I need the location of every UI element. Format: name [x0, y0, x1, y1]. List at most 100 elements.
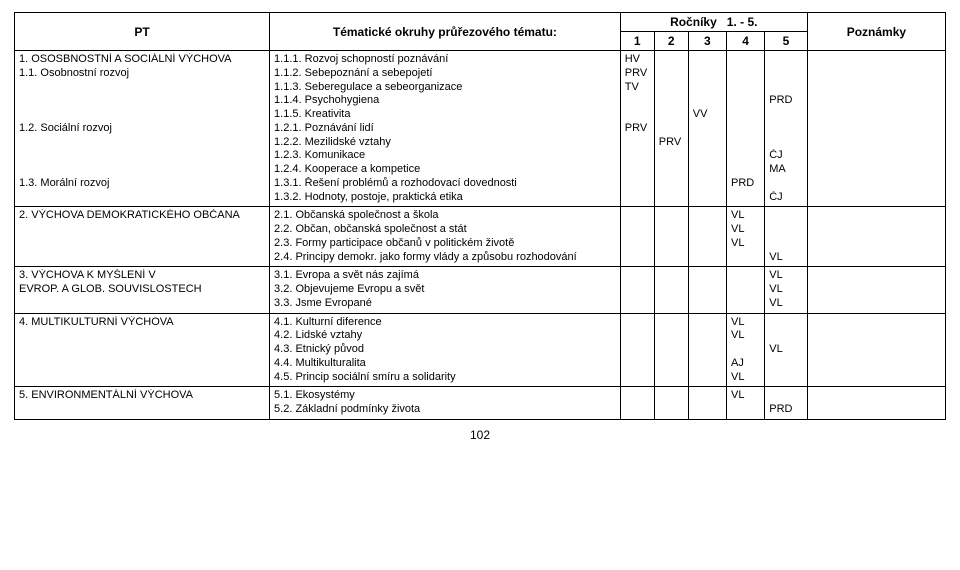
- notes-cell: [807, 313, 945, 387]
- topic-line: 2.2. Občan, občanská společnost a stát: [274, 223, 616, 237]
- header-years-label: Ročníky: [670, 15, 717, 29]
- col4-cell: PRD: [726, 51, 764, 207]
- code: VL: [731, 223, 760, 237]
- pt-line: [19, 163, 265, 177]
- topics-cell: 1.1.1. Rozvoj schopností poznávání 1.1.2…: [270, 51, 621, 207]
- code: VL: [731, 237, 760, 251]
- header-years: Ročníky 1. - 5.: [620, 13, 807, 32]
- col3-cell: [688, 313, 726, 387]
- topic-line: 3.1. Evropa a svět nás zajímá: [274, 269, 616, 283]
- topics-cell: 3.1. Evropa a svět nás zajímá 3.2. Objev…: [270, 267, 621, 313]
- topic-line: 1.1.5. Kreativita: [274, 108, 616, 122]
- topic-line: 1.1.1. Rozvoj schopností poznávání: [274, 53, 616, 67]
- table-row: 5. ENVIRONMENTÁLNÍ VÝCHOVA 5.1. Ekosysté…: [15, 387, 946, 420]
- topic-line: 4.1. Kulturní diference: [274, 316, 616, 330]
- col1-cell: [620, 313, 654, 387]
- code: MA: [769, 163, 803, 177]
- code: VL: [731, 316, 760, 330]
- pt-line: 3. VÝCHOVA K MYŠLENÍ V: [19, 269, 265, 283]
- header-years-range: 1. - 5.: [727, 15, 758, 29]
- col3-cell: [688, 207, 726, 267]
- pt-line: 4. MULTIKULTURNÍ VÝCHOVA: [19, 316, 265, 330]
- header-pt: PT: [15, 13, 270, 51]
- col2-cell: [654, 207, 688, 267]
- code: ČJ: [769, 149, 803, 163]
- pt-line: [19, 94, 265, 108]
- col1-cell: [620, 267, 654, 313]
- pt-line: [19, 81, 265, 95]
- notes-cell: [807, 387, 945, 420]
- code: PRV: [625, 67, 650, 81]
- col4-cell: VL VL VL: [726, 207, 764, 267]
- topic-line: 1.3.1. Řešení problémů a rozhodovací dov…: [274, 177, 616, 191]
- header-year-1: 1: [620, 32, 654, 51]
- pt-line: 1.1. Osobnostní rozvoj: [19, 67, 265, 81]
- col2-cell: [654, 313, 688, 387]
- col4-cell: [726, 267, 764, 313]
- topic-line: 4.3. Etnický původ: [274, 343, 616, 357]
- col3-cell: VV: [688, 51, 726, 207]
- topic-line: 2.1. Občanská společnost a škola: [274, 209, 616, 223]
- topic-line: 3.2. Objevujeme Evropu a svět: [274, 283, 616, 297]
- col1-cell: [620, 387, 654, 420]
- topic-line: 4.5. Princip sociální smíru a solidarity: [274, 371, 616, 385]
- topic-line: 1.3.2. Hodnoty, postoje, praktická etika: [274, 191, 616, 205]
- table-row: 1. OSOSBNOSTNÍ A SOCIÁLNÍ VÝCHOVA 1.1. O…: [15, 51, 946, 207]
- table-row: 3. VÝCHOVA K MYŠLENÍ V EVROP. A GLOB. SO…: [15, 267, 946, 313]
- pt-line: [19, 149, 265, 163]
- code: TV: [625, 81, 650, 95]
- col3-cell: [688, 387, 726, 420]
- pt-line: 1.3. Morální rozvoj: [19, 177, 265, 191]
- pt-cell: 4. MULTIKULTURNÍ VÝCHOVA: [15, 313, 270, 387]
- pt-line: 1. OSOSBNOSTNÍ A SOCIÁLNÍ VÝCHOVA: [19, 53, 265, 67]
- header-year-2: 2: [654, 32, 688, 51]
- code: VL: [731, 209, 760, 223]
- col5-cell: VL: [765, 313, 808, 387]
- code: PRD: [769, 94, 803, 108]
- col5-cell: VL: [765, 207, 808, 267]
- topic-line: 2.3. Formy participace občanů v politick…: [274, 237, 616, 251]
- pt-line: 5. ENVIRONMENTÁLNÍ VÝCHOVA: [19, 389, 265, 403]
- topics-cell: 2.1. Občanská společnost a škola 2.2. Ob…: [270, 207, 621, 267]
- topic-line: 1.1.3. Seberegulace a sebeorganizace: [274, 81, 616, 95]
- pt-line: EVROP. A GLOB. SOUVISLOSTECH: [19, 283, 265, 297]
- code: VV: [693, 108, 722, 122]
- topic-line: 1.2.3. Komunikace: [274, 149, 616, 163]
- curriculum-table: PT Tématické okruhy průřezového tématu: …: [14, 12, 946, 420]
- page-number: 102: [14, 428, 946, 442]
- topic-line: 5.2. Základní podmínky života: [274, 403, 616, 417]
- code: AJ: [731, 357, 760, 371]
- code: ČJ: [769, 191, 803, 205]
- col2-cell: PRV: [654, 51, 688, 207]
- pt-cell: 5. ENVIRONMENTÁLNÍ VÝCHOVA: [15, 387, 270, 420]
- topic-line: 2.4. Principy demokr. jako formy vlády a…: [274, 251, 616, 265]
- table-row: 4. MULTIKULTURNÍ VÝCHOVA 4.1. Kulturní d…: [15, 313, 946, 387]
- code: HV: [625, 53, 650, 67]
- notes-cell: [807, 267, 945, 313]
- code: VL: [769, 251, 803, 265]
- col1-cell: HV PRV TV PRV: [620, 51, 654, 207]
- col4-cell: VL: [726, 387, 764, 420]
- col5-cell: PRD ČJ MA ČJ: [765, 51, 808, 207]
- col5-cell: VL VL VL: [765, 267, 808, 313]
- code: PRD: [731, 177, 760, 191]
- code: VL: [769, 269, 803, 283]
- col1-cell: [620, 207, 654, 267]
- code: VL: [731, 371, 760, 385]
- topic-line: 1.2.1. Poznávání lidí: [274, 122, 616, 136]
- col4-cell: VL VL AJ VL: [726, 313, 764, 387]
- header-year-3: 3: [688, 32, 726, 51]
- header-notes: Poznámky: [807, 13, 945, 51]
- topic-line: 4.2. Lidské vztahy: [274, 329, 616, 343]
- pt-line: 1.2. Sociální rozvoj: [19, 122, 265, 136]
- code: VL: [731, 329, 760, 343]
- notes-cell: [807, 207, 945, 267]
- table-row: 2. VÝCHOVA DEMOKRATICKÉHO OBČANA 2.1. Ob…: [15, 207, 946, 267]
- topic-line: 4.4. Multikulturalita: [274, 357, 616, 371]
- topic-line: 1.1.4. Psychohygiena: [274, 94, 616, 108]
- header-year-5: 5: [765, 32, 808, 51]
- topic-line: 1.1.2. Sebepoznání a sebepojetí: [274, 67, 616, 81]
- pt-cell: 2. VÝCHOVA DEMOKRATICKÉHO OBČANA: [15, 207, 270, 267]
- code: VL: [731, 389, 760, 403]
- code: PRV: [659, 136, 684, 150]
